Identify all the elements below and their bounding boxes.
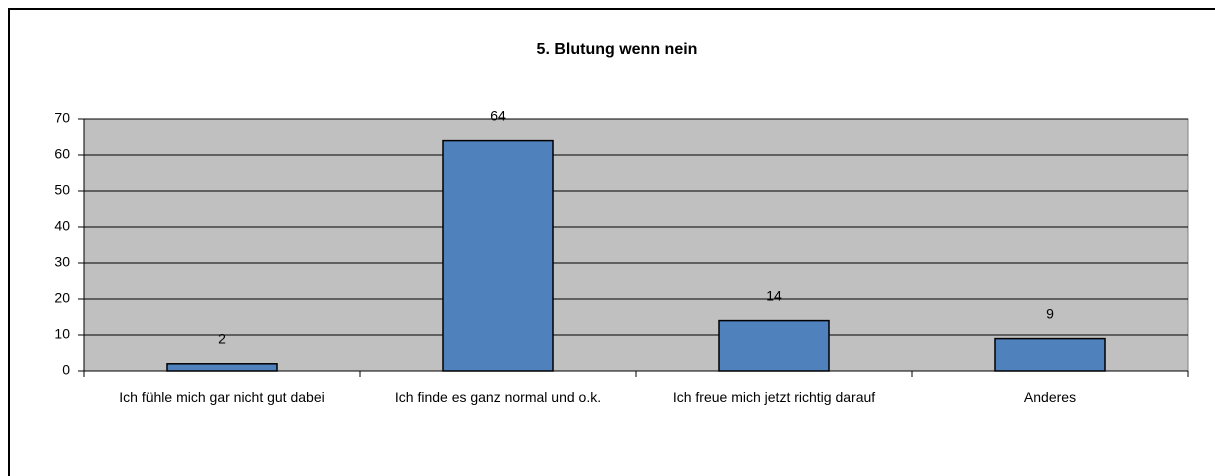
y-tick-label: 40: [54, 218, 70, 234]
y-tick-label: 20: [54, 290, 70, 306]
bar: [442, 139, 554, 372]
x-tick-label-line: Ich finde es ganz normal und o.k.: [395, 389, 601, 405]
bar: [718, 319, 830, 372]
x-tick-label: Ich fühle mich gar nicht gut dabei: [119, 389, 324, 405]
x-tick-label-line: Ich fühle mich gar nicht gut dabei: [119, 389, 324, 405]
y-tick-label: 0: [62, 362, 70, 378]
x-tick-label: Anderes: [1024, 389, 1076, 405]
x-tick-label-line: Ich freue mich jetzt richtig darauf: [673, 389, 875, 405]
y-tick-label: 70: [54, 110, 70, 126]
x-tick-label-line: Anderes: [1024, 389, 1076, 405]
x-tick-label: Ich finde es ganz normal und o.k.: [395, 389, 601, 405]
y-tick-label: 50: [54, 182, 70, 198]
y-tick-label: 10: [54, 326, 70, 342]
y-tick-label: 30: [54, 254, 70, 270]
data-label: 64: [490, 107, 506, 123]
chart-title: 5. Blutung wenn nein: [537, 41, 698, 58]
x-tick-label: Ich freue mich jetzt richtig darauf: [673, 389, 875, 405]
data-label: 9: [1046, 305, 1054, 321]
data-label: 14: [766, 287, 782, 303]
data-label: 2: [218, 331, 226, 347]
bar: [166, 363, 278, 372]
bar: [994, 337, 1106, 372]
y-tick-label: 60: [54, 146, 70, 162]
plot-area: [83, 118, 1189, 372]
